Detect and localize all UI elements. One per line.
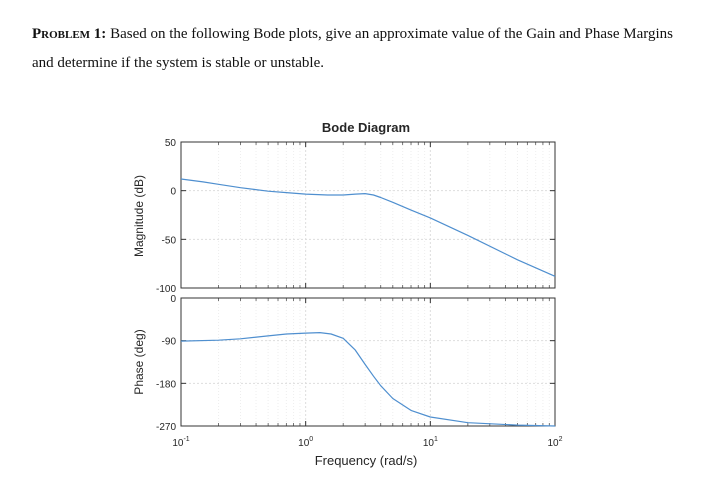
magnitude-series-line [180, 178, 556, 277]
phase-y-tick-label: -90 [162, 337, 177, 348]
magnitude-panel: 50 0 -50 -100 [156, 138, 556, 295]
phase-y-tick-label: -180 [156, 379, 176, 390]
phase-plot-area [181, 298, 555, 426]
x-tick-base: 10 [547, 438, 559, 449]
magnitude-y-tick-label: 50 [165, 138, 177, 149]
x-tick-exponent: -1 [183, 436, 189, 443]
magnitude-axis-label: Magnitude (dB) [132, 175, 146, 257]
x-tick-labels: 10-1 100 101 102 [172, 436, 562, 449]
x-tick-exponent: 1 [434, 436, 438, 443]
x-tick-label: 102 [547, 436, 562, 449]
magnitude-y-tick-label: 0 [170, 187, 176, 198]
magnitude-y-tick-label: -100 [156, 284, 176, 295]
magnitude-frame [180, 141, 556, 289]
phase-y-tick-label: -270 [156, 422, 176, 433]
x-tick-label: 100 [298, 436, 313, 449]
problem-statement: Problem 1: Based on the following Bode p… [32, 20, 692, 78]
x-tick-label: 10-1 [172, 436, 189, 449]
phase-series-line [180, 332, 556, 427]
x-tick-base: 10 [298, 438, 310, 449]
phase-frame [180, 297, 556, 427]
x-tick-base: 10 [172, 438, 184, 449]
problem-label: Problem 1: [32, 26, 107, 42]
x-tick-exponent: 0 [309, 436, 313, 443]
phase-axis-label: Phase (deg) [132, 329, 146, 394]
magnitude-y-tick-label: -50 [162, 235, 177, 246]
magnitude-plot-area [181, 142, 555, 288]
x-tick-exponent: 2 [559, 436, 563, 443]
x-tick-base: 10 [423, 438, 435, 449]
chart-title: Bode Diagram [322, 120, 410, 135]
phase-panel: 0 -90 -180 -270 [156, 294, 556, 433]
x-tick-label: 101 [423, 436, 438, 449]
phase-y-tick-label: 0 [170, 294, 176, 305]
problem-text: Based on the following Bode plots, give … [32, 26, 674, 71]
x-axis-label: Frequency (rad/s) [315, 453, 418, 468]
